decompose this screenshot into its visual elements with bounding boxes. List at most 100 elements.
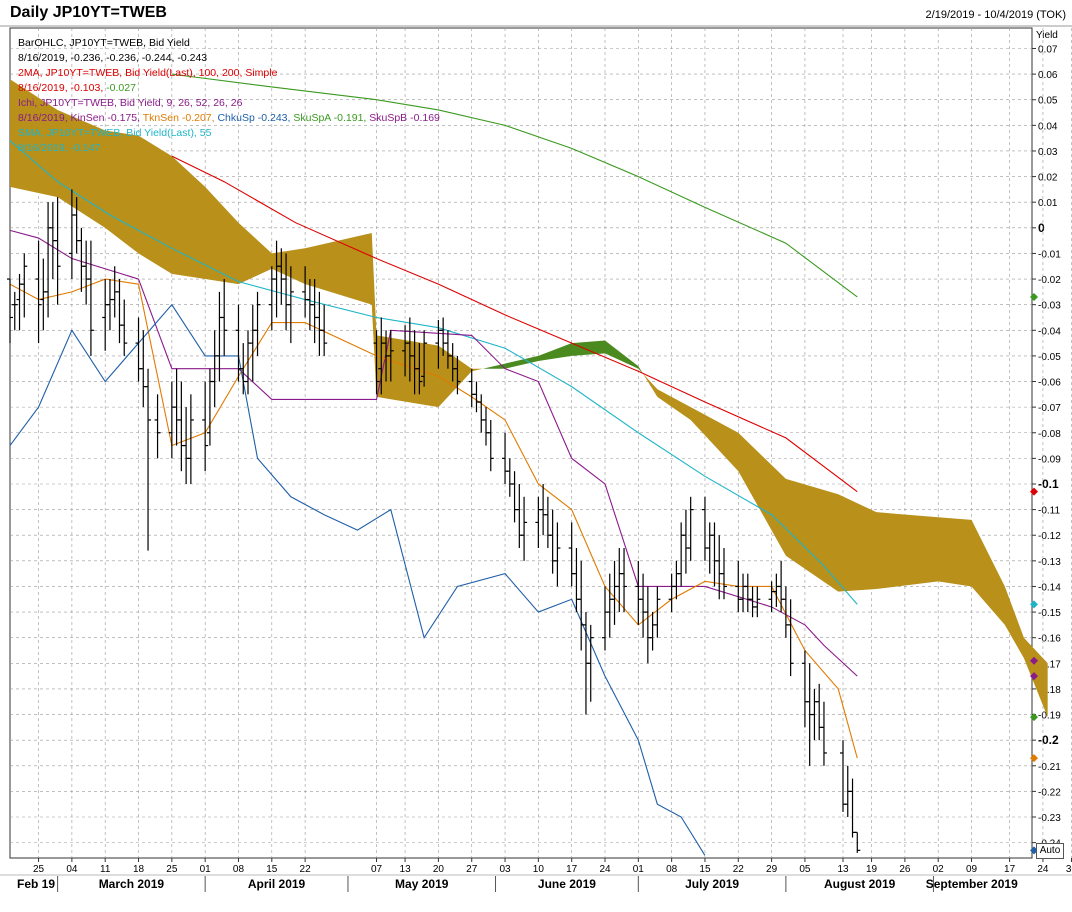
legend-line: 8/16/2019, -0.236, -0.236, -0.244, -0.24… (18, 51, 440, 66)
legend-text: SMA, JP10YT=TWEB, Bid Yield(Last), 55 (18, 127, 212, 139)
legend-line: Ichi, JP10YT=TWEB, Bid Yield, 9, 26, 52,… (18, 96, 440, 111)
y-axis-label: Yield (1036, 30, 1058, 41)
legend-line: SMA, JP10YT=TWEB, Bid Yield(Last), 55 (18, 126, 440, 141)
legend-text: 8/16/2019, KinSen -0.175, (18, 112, 143, 124)
y-tick-label: -0.23 (1038, 813, 1061, 824)
month-label: June 2019 (538, 877, 596, 891)
axis-value-marker (1030, 713, 1038, 722)
x-tick-label: 11 (100, 864, 111, 875)
legend-line: 8/16/2019, -0.103, -0.027 (18, 81, 440, 96)
legend-text: ChkuSp -0.243, (217, 112, 294, 124)
y-tick-label: -0.11 (1038, 506, 1060, 517)
legend-line: 2MA, JP10YT=TWEB, Bid Yield(Last), 100, … (18, 66, 440, 81)
y-tick-label: -0.12 (1038, 531, 1061, 542)
x-tick-label: 15 (699, 864, 711, 875)
y-tick-label: -0.02 (1038, 275, 1061, 286)
month-label: May 2019 (395, 877, 449, 891)
y-tick-label: -0.18 (1038, 685, 1061, 696)
x-tick-label: 17 (566, 864, 578, 875)
x-tick-label: 04 (66, 864, 78, 875)
legend-text: BarOHLC, JP10YT=TWEB, Bid Yield (18, 37, 190, 49)
x-tick-label: 25 (33, 864, 45, 875)
x-tick-label: 13 (400, 864, 412, 875)
month-label: April 2019 (248, 877, 306, 891)
y-tick-label: -0.13 (1038, 557, 1061, 568)
y-tick-label: -0.16 (1038, 634, 1061, 645)
y-tick-label: -0.05 (1038, 352, 1061, 363)
y-tick-label: -0.04 (1038, 326, 1061, 337)
x-tick-label: 20 (433, 864, 445, 875)
axis-value-marker (1030, 754, 1038, 763)
month-label: Feb 19 (17, 877, 55, 891)
y-tick-label: 0.05 (1038, 96, 1058, 107)
y-tick-label: 0 (1038, 221, 1045, 235)
x-tick-label: 01 (633, 864, 645, 875)
series-ma200 (171, 73, 858, 298)
legend-text: 8/16/2019, -0.236, -0.236, -0.244, -0.24… (18, 52, 208, 64)
axis-value-marker (1030, 487, 1038, 496)
legend-line: 8/16/2019, KinSen -0.175, TknSen -0.207,… (18, 111, 440, 126)
legend-text: 8/16/2019, -0.103, (18, 82, 107, 94)
y-tick-label: 0.01 (1038, 198, 1058, 209)
month-label: March 2019 (99, 877, 165, 891)
chart-title: Daily JP10YT=TWEB (10, 4, 167, 21)
legend-text: SkuSpA -0.191, (293, 112, 370, 124)
chart-legend: BarOHLC, JP10YT=TWEB, Bid Yield 8/16/2019… (18, 36, 440, 156)
y-tick-label: -0.03 (1038, 301, 1061, 312)
legend-line: 8/16/2019, -0.147 (18, 141, 440, 156)
x-tick-label: 26 (899, 864, 911, 875)
y-tick-label: 0.02 (1038, 173, 1058, 184)
legend-text: Ichi, JP10YT=TWEB, Bid Yield, 9, 26, 52,… (18, 97, 243, 109)
auto-scale-button[interactable]: Auto (1036, 843, 1064, 859)
y-tick-label: -0.06 (1038, 378, 1061, 389)
y-tick-label: -0.15 (1038, 608, 1061, 619)
y-tick-label: 0.04 (1038, 121, 1058, 132)
series-chikou (9, 303, 706, 856)
y-tick-label: -0.01 (1038, 249, 1061, 260)
x-tick-label: 07 (371, 864, 383, 875)
month-label: July 2019 (685, 877, 739, 891)
x-tick-label: 01 (200, 864, 212, 875)
legend-text: -0.027 (106, 82, 136, 94)
legend-text: 2MA, JP10YT=TWEB, Bid Yield(Last), 100, … (18, 67, 278, 79)
month-label: August 2019 (824, 877, 896, 891)
x-tick-label: 24 (599, 864, 611, 875)
x-tick-label: 13 (837, 864, 849, 875)
series-ma100 (171, 155, 858, 493)
y-tick-label: -0.2 (1038, 733, 1059, 747)
y-tick-label: -0.14 (1038, 582, 1061, 593)
y-tick-label: 0.07 (1038, 44, 1058, 55)
y-tick-label: 0.06 (1038, 70, 1058, 81)
y-tick-label: -0.22 (1038, 787, 1061, 798)
cloud-bullish (482, 340, 644, 374)
y-tick-label: -0.19 (1038, 711, 1061, 722)
x-tick-label: 19 (866, 864, 878, 875)
axis-value-marker (1030, 656, 1038, 665)
y-tick-label: -0.09 (1038, 454, 1061, 465)
legend-text: 8/16/2019, -0.147 (18, 142, 101, 154)
legend-text: TknSen -0.207, (142, 112, 218, 124)
x-tick-label: 10 (533, 864, 545, 875)
x-tick-label: 27 (466, 864, 478, 875)
legend-line: BarOHLC, JP10YT=TWEB, Bid Yield (18, 36, 440, 51)
cloud-bearish (643, 373, 1048, 718)
x-tick-label: 24 (1037, 864, 1049, 875)
y-tick-label: -0.21 (1038, 762, 1061, 773)
x-tick-label: 17 (1004, 864, 1016, 875)
x-tick-label: 15 (266, 864, 278, 875)
x-tick-label: 03 (499, 864, 511, 875)
axis-value-marker (1030, 292, 1038, 301)
x-tick-label: 08 (666, 864, 678, 875)
x-tick-label: 09 (966, 864, 978, 875)
series-kijun (9, 229, 858, 677)
legend-text: SkuSpB -0.169 (369, 112, 440, 124)
y-tick-label: 0.03 (1038, 147, 1058, 158)
x-tick-label: 18 (133, 864, 145, 875)
y-tick-label: -0.17 (1038, 659, 1061, 670)
y-tick-label: -0.1 (1038, 477, 1059, 491)
x-tick-label: 22 (733, 864, 745, 875)
x-tick-label: 02 (933, 864, 945, 875)
x-tick-label: 08 (233, 864, 245, 875)
